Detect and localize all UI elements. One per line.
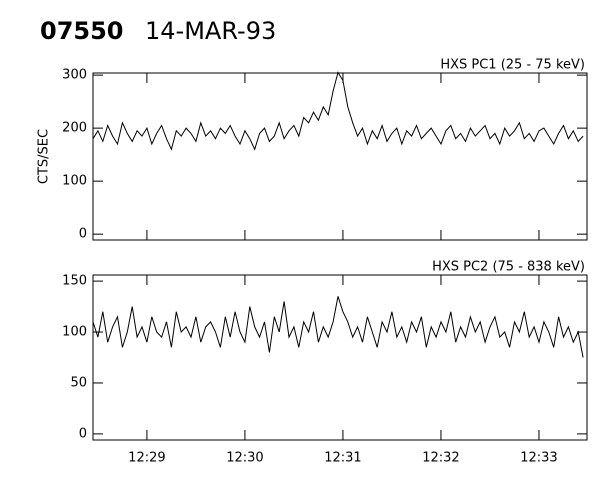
- observation-date: 14-MAR-93: [145, 17, 276, 45]
- x-tick-label: 12:31: [324, 451, 361, 466]
- x-tick-label: 12:33: [520, 451, 557, 466]
- y-tick-label: 50: [70, 375, 87, 390]
- y-tick-label: 0: [79, 227, 87, 242]
- plot-frame: [92, 274, 588, 441]
- x-tick-label: 12:29: [128, 451, 165, 466]
- y-tick-label: 300: [62, 68, 87, 83]
- y-tick-label: 100: [62, 174, 87, 189]
- panel-title: HXS PC2 (75 - 838 keV): [432, 260, 585, 275]
- plot-frame: [92, 72, 588, 241]
- data-line: [92, 71, 584, 151]
- x-tick-label: 12:30: [226, 451, 263, 466]
- y-tick-label: 200: [62, 121, 87, 136]
- y-tick-label: 100: [62, 325, 87, 340]
- y-tick-label: 150: [62, 274, 87, 289]
- x-tick-label: 12:32: [422, 451, 459, 466]
- y-axis-label: CTS/SEC: [37, 129, 52, 184]
- panel-title: HXS PC1 (25 - 75 keV): [440, 58, 585, 73]
- observation-id: 07550: [40, 17, 124, 45]
- data-line: [92, 296, 584, 358]
- y-tick-label: 0: [79, 426, 87, 441]
